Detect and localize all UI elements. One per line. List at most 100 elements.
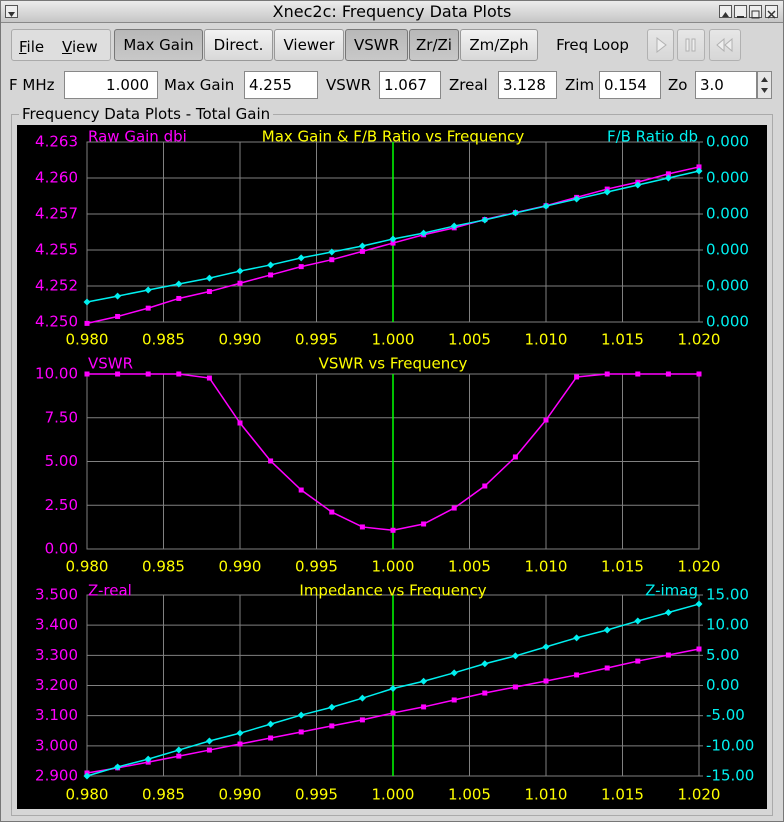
field-label: VSWR [326, 76, 372, 94]
data-point [206, 747, 212, 753]
data-point [114, 292, 122, 300]
y2-tick-label: 0.000 [706, 133, 749, 151]
menu-item[interactable]: View [62, 38, 98, 56]
y2-tick-label: 15.00 [706, 586, 749, 604]
x-tick-label: 1.015 [601, 331, 644, 349]
toolbar-button[interactable]: Freq Loop [556, 36, 629, 54]
y2-tick-label: 10.00 [706, 616, 749, 634]
icon [8, 12, 15, 17]
data-point [420, 677, 428, 685]
minimize-button[interactable] [734, 5, 747, 18]
window-title: Xnec2c: Frequency Data Plots [272, 2, 512, 21]
toolbar-button[interactable]: Zr/Zi [409, 29, 459, 61]
field-entry[interactable]: 1.000 [64, 71, 158, 99]
data-point [267, 720, 275, 728]
window-menu-button[interactable] [5, 5, 18, 18]
data-point [268, 735, 274, 741]
data-point [83, 772, 91, 780]
data-point [359, 524, 365, 530]
y2-tick-label: 0.000 [706, 205, 749, 223]
data-point [144, 755, 152, 763]
field-label: Zim [565, 76, 595, 94]
x-tick-label: 0.980 [66, 331, 109, 349]
spin-buttons[interactable] [757, 71, 772, 99]
chart-title: VSWR vs Frequency [319, 355, 468, 373]
data-point [84, 320, 90, 326]
menu-item[interactable]: File [19, 38, 45, 56]
x-tick-label: 1.015 [601, 786, 644, 804]
title-bar: Xnec2c: Frequency Data Plots [1, 1, 783, 23]
data-point [83, 298, 91, 306]
icon [716, 37, 733, 53]
toolbar-button[interactable]: Max Gain [114, 29, 203, 61]
y2-tick-label: 0.00 [706, 676, 739, 694]
data-point [450, 222, 458, 230]
data-point [236, 267, 244, 275]
plot-frame [11, 114, 773, 816]
y-tick-label: 4.260 [35, 169, 78, 187]
data-point [175, 280, 183, 288]
y-tick-label: 2.900 [35, 767, 78, 785]
icon [761, 77, 768, 93]
field-label: Zreal [449, 76, 488, 94]
field-entry[interactable]: 0.154 [599, 71, 661, 99]
x-tick-label: 1.020 [678, 786, 721, 804]
data-point [512, 454, 518, 460]
data-point [604, 371, 610, 377]
chart-title: Max Gain & F/B Ratio vs Frequency [262, 128, 525, 146]
maximize-button[interactable] [749, 5, 762, 19]
field-entry[interactable]: 1.067 [379, 71, 441, 99]
data-point [604, 665, 610, 671]
data-point [329, 723, 335, 729]
toolbar-button[interactable]: Zm/Zph [460, 29, 538, 61]
toolbar-button[interactable]: Direct. [204, 29, 273, 61]
data-point [115, 371, 121, 377]
x-tick-label: 0.995 [295, 558, 338, 576]
data-point [237, 420, 243, 426]
data-point [665, 371, 671, 377]
pause-button[interactable] [677, 29, 705, 61]
data-point [421, 704, 427, 710]
menu-bar [11, 29, 111, 61]
x-tick-label: 0.990 [219, 331, 262, 349]
play-button[interactable] [647, 29, 674, 61]
data-point [176, 371, 182, 377]
x-tick-label: 1.020 [678, 331, 721, 349]
y2-tick-label: 0.000 [706, 277, 749, 295]
data-point [482, 483, 488, 489]
data-point [635, 658, 641, 664]
toolbar-button[interactable]: VSWR [345, 29, 408, 61]
field-entry[interactable]: 4.255 [244, 71, 318, 99]
shade-button[interactable] [719, 5, 732, 18]
field-entry[interactable]: 3.128 [498, 71, 557, 99]
rewind-button[interactable] [709, 29, 741, 61]
data-point [603, 626, 611, 634]
data-point [268, 458, 274, 464]
data-point [481, 216, 489, 224]
data-point [176, 295, 182, 301]
close-button[interactable] [765, 5, 778, 19]
spin-entry[interactable]: 3.0 [695, 71, 757, 99]
field-label: Max Gain [164, 76, 235, 94]
data-point [450, 669, 458, 677]
icon [722, 12, 729, 17]
data-point [664, 174, 672, 182]
data-point [237, 280, 243, 286]
data-point [695, 600, 703, 608]
data-point [205, 737, 213, 745]
y-tick-label: 4.250 [35, 313, 78, 331]
x-tick-label: 1.010 [525, 786, 568, 804]
y-tick-label: 10.00 [35, 365, 78, 383]
toolbar-button[interactable]: Viewer [274, 29, 344, 61]
data-point [115, 313, 121, 319]
data-point [267, 261, 275, 269]
data-point [511, 209, 519, 217]
data-point [297, 711, 305, 719]
y-tick-label: 4.252 [35, 277, 78, 295]
data-point [390, 527, 396, 533]
icon [767, 10, 776, 19]
chart-title: Impedance vs Frequency [299, 582, 486, 600]
data-point [390, 710, 396, 716]
x-tick-label: 0.995 [295, 786, 338, 804]
